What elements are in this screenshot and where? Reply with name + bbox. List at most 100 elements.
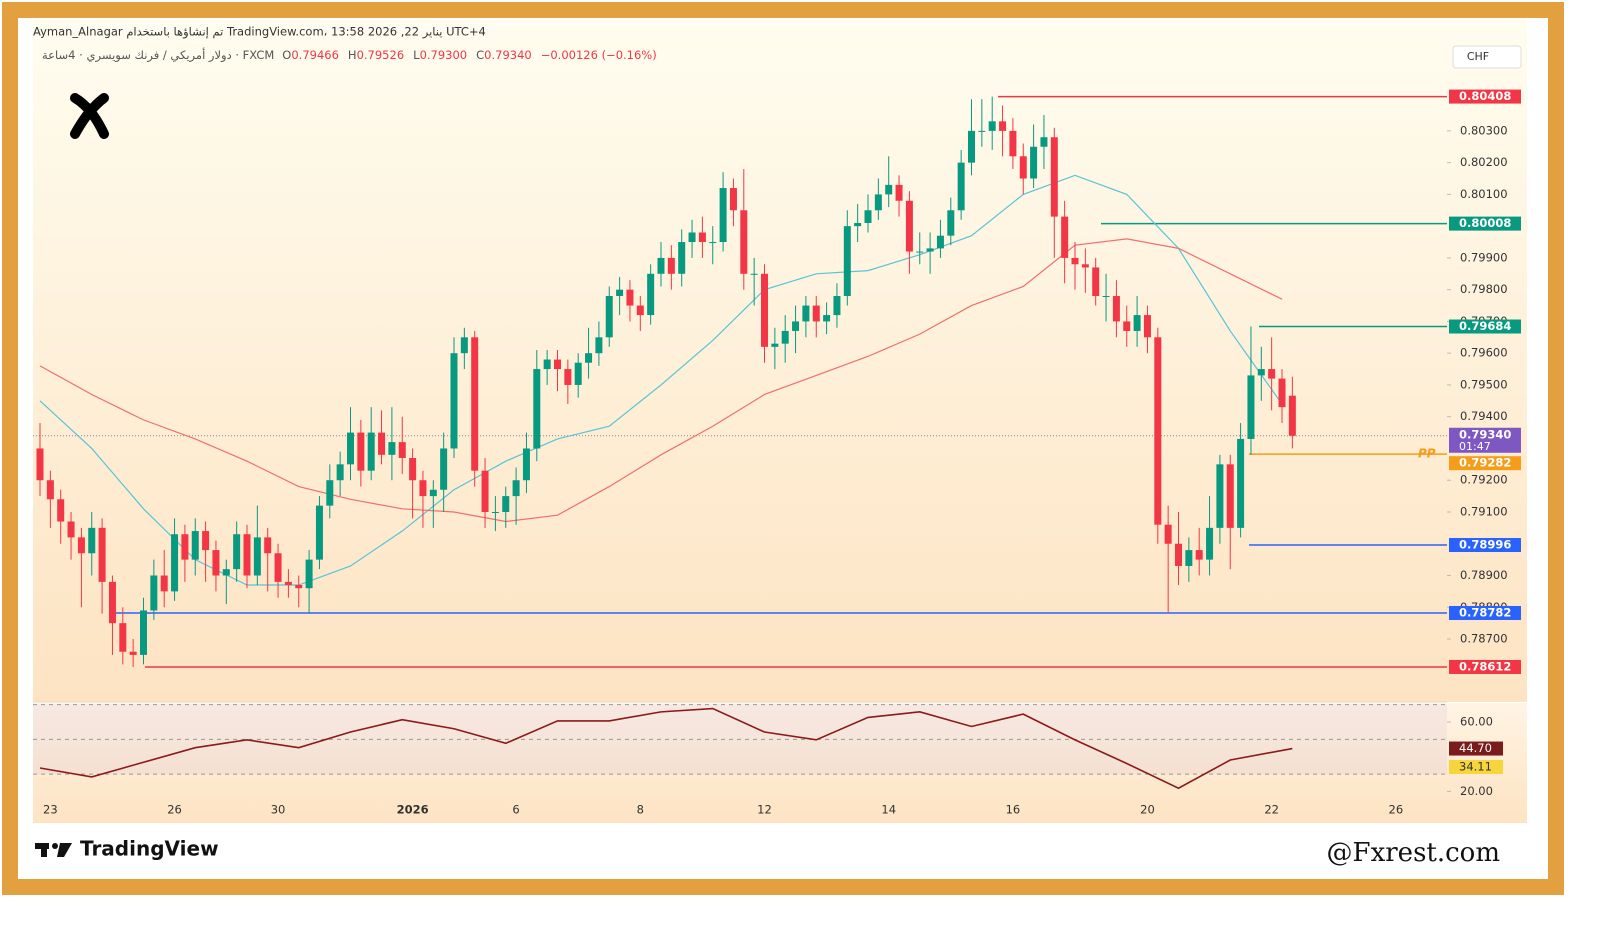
candle-body [885,184,893,195]
candle-body [502,496,510,512]
candle-body [636,305,644,316]
candle-body [802,305,810,322]
candle-body [1278,378,1286,408]
symbol-line: دولار أمريكي / فرنك سويسري · 4ساعة · FXC… [42,47,657,63]
candle-body [554,359,561,370]
y-tick-label: 0.79400 [1460,409,1508,423]
candle-body [1009,130,1017,157]
candle-body [295,585,303,589]
candle-body [284,581,292,586]
candle-body [336,464,344,481]
symbol: دولار أمريكي / فرنك سويسري · 4ساعة · FXC… [42,47,274,63]
candle-body [564,369,572,385]
pivot-badge [1449,456,1521,471]
candle-body [378,432,386,455]
level-label: 0.80008 [1459,216,1511,230]
candle-body [988,121,996,131]
candle-body [574,362,582,385]
candle-body [1206,527,1214,560]
y-tick-label: 0.79600 [1460,346,1508,360]
candle-body [88,527,96,554]
candle-body [450,353,458,449]
candle-body [1268,369,1276,379]
level-label: 0.80408 [1459,89,1511,103]
candle-body [936,235,944,249]
candle-body [367,432,375,471]
level-badge [1449,538,1521,553]
ohlc-value: 0.79526 [357,48,405,62]
currency: CHF [1467,50,1489,63]
candle-body [916,251,924,253]
rsi-badge [1449,759,1503,774]
candle-body [854,222,862,227]
candle-body [1288,395,1296,436]
candle-body [543,359,551,370]
candle-body [1040,137,1048,147]
candle-body [1154,337,1162,525]
candle-body [1226,464,1234,528]
candle-body [212,550,220,576]
candle-body [740,210,748,274]
candle-body [315,505,323,560]
rsi-badge-label: 44.70 [1459,741,1492,755]
candle-body [1061,216,1069,258]
candle-body [792,321,800,331]
candle-body [667,257,675,274]
candle-body [678,242,686,274]
credit: @Fxrest.com [1327,838,1500,868]
level-label: 0.78996 [1459,538,1511,552]
level-badge [1449,659,1521,674]
candle-body [1247,375,1255,439]
candle-body [895,184,903,201]
pivot-label: 0.79282 [1459,456,1511,470]
candle-body [1237,438,1245,528]
candle-body [595,337,603,354]
candle-body [409,457,417,481]
level-label: 0.78612 [1459,659,1511,673]
candle-body [160,575,168,592]
currency-button[interactable] [1452,45,1522,69]
candle-body [771,343,779,347]
candle-body [191,531,199,560]
candle-body [171,534,179,592]
candle-body [460,337,468,354]
brand: TradingView [80,837,219,861]
candle-body [36,448,44,481]
y-tick-label: 0.79200 [1460,473,1508,487]
candle-body [781,330,789,344]
candle-body [108,581,116,624]
last-price-badge [1449,427,1521,453]
candle-body [750,273,758,275]
rsi-badge [1449,741,1503,756]
x-tick-label: 22 [1264,803,1279,817]
countdown: 01:47 [1459,440,1491,453]
candle-body [119,623,127,652]
candle-body [1143,315,1151,338]
candle-body [585,353,593,363]
y-tick-label: 0.79800 [1460,282,1508,296]
ohlc-value: 0.79300 [420,48,468,62]
ohlc-value: 0.79466 [291,48,339,62]
candle-body [1164,524,1172,544]
candle-body [533,369,541,449]
candle-body [253,537,261,576]
candle-body [947,210,955,236]
candle-body [647,273,655,316]
y-tick-label: 0.80100 [1460,187,1508,201]
x-tick-label: 26 [1389,803,1404,817]
candle-body [1185,550,1193,566]
candle-body [181,534,189,560]
candle-body [1071,257,1079,265]
x-tick-label: 30 [271,803,286,817]
ohlc-key: C [476,48,484,62]
candle-body [388,442,396,455]
change: −0.00126 (−0.16%) [541,48,657,62]
candle-body [957,162,965,211]
pivot-name: PP [1418,447,1436,461]
level-badge [1449,605,1521,620]
candle-body [233,534,241,570]
candle-body [926,248,934,252]
candle-body [67,521,75,538]
